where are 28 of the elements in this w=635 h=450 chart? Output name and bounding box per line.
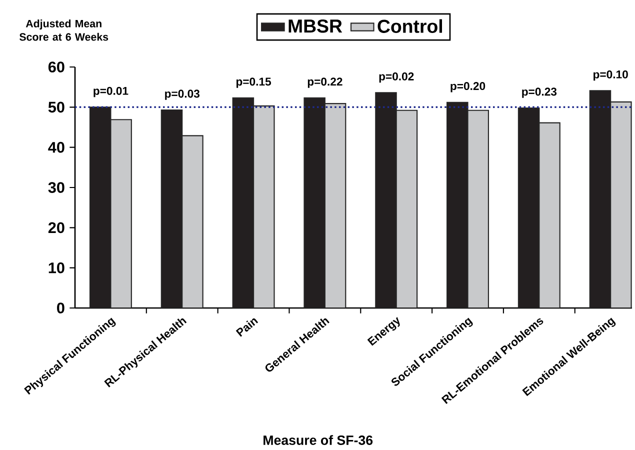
annotation: p=0.23 (522, 88, 557, 98)
x-axis-title: Measure of SF-36 (264, 435, 373, 445)
bar (610, 101, 632, 308)
bar (182, 135, 204, 308)
y-tick-label: 40 (48, 142, 64, 153)
bar (467, 110, 489, 308)
y-tick-label: 0 (57, 302, 64, 314)
legend-label: Control (378, 19, 442, 33)
annotation: p=0.10 (594, 70, 628, 81)
y-tick-label: 60 (48, 62, 64, 72)
annotation: p=0.01 (94, 86, 128, 98)
bar (396, 110, 418, 308)
y-tick-label: 50 (48, 102, 64, 113)
bar (252, 105, 275, 308)
annotation: p=0.03 (165, 90, 200, 100)
annotation: p=0.02 (379, 72, 414, 83)
annotation: p=0.22 (308, 78, 342, 88)
annotation: p=0.20 (450, 82, 486, 92)
x-tick-label: Pain (236, 318, 258, 337)
y-axis-title: Adjusted Mean Score at 6 Weeks (20, 20, 108, 41)
bar (324, 103, 346, 308)
y-tick-label: 30 (48, 182, 64, 193)
y-tick-label: 10 (48, 262, 64, 274)
y-tick-label: 20 (48, 222, 64, 234)
bar (110, 119, 132, 308)
annotation: p=0.15 (236, 78, 272, 88)
bar (538, 122, 560, 308)
legend-label: MBSR (288, 19, 342, 33)
